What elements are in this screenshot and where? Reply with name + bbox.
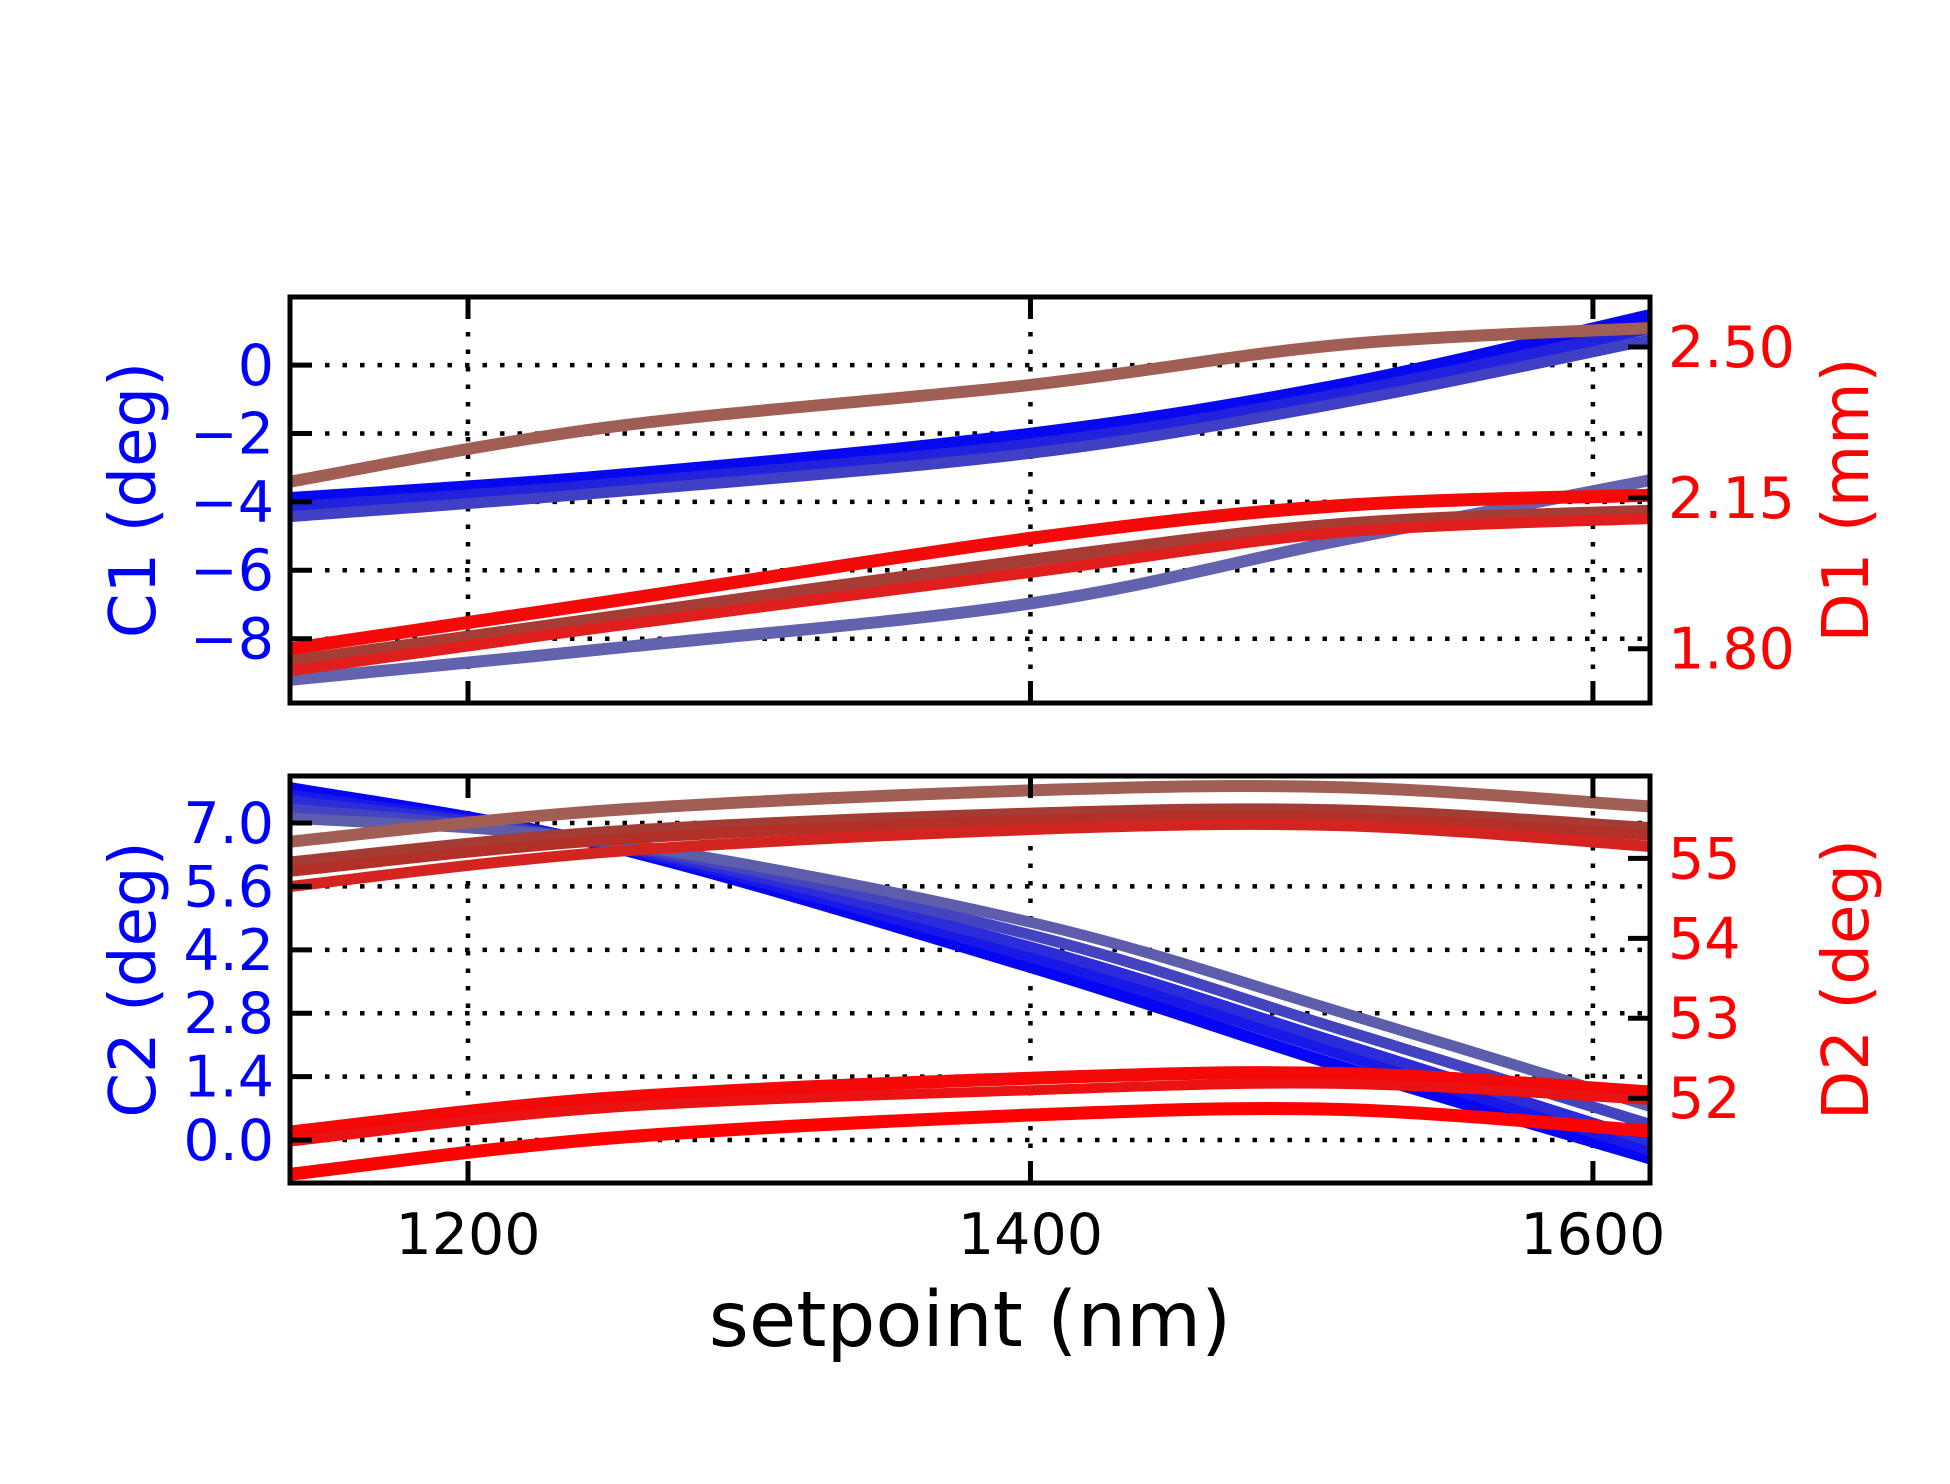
x-axis-title: setpoint (nm) — [709, 1276, 1231, 1365]
right-tick-label: 1.80 — [1668, 617, 1795, 683]
x-tick-label: 1600 — [1520, 1202, 1665, 1268]
left-axis-title: C2 (deg) — [97, 841, 171, 1117]
right-tick-label: 55 — [1668, 826, 1741, 892]
right-tick-label: 52 — [1668, 1066, 1741, 1132]
plot-top: 0−2−4−6−8 2.50 2.15 1.80 C1 (deg) D1 (mm) — [97, 294, 1884, 706]
left-tick-label: 7.0 — [183, 791, 274, 857]
left-tick-label: 0 — [238, 333, 274, 399]
x-tick-label: 1400 — [958, 1202, 1103, 1268]
curve-c1-blue-2 — [290, 322, 1650, 514]
left-tick-label: 0.0 — [183, 1108, 274, 1174]
curve-d2-red-low — [290, 1102, 1650, 1181]
left-tick-label: −8 — [190, 607, 274, 673]
plot-frame — [287, 773, 1653, 1186]
axis-ticks — [290, 297, 1650, 703]
series-group — [290, 309, 1650, 686]
plot-bottom: 7.05.64.22.81.40.0 55 54 53 52 1200 1400 1600 se… — [97, 773, 1884, 1365]
series-group — [290, 779, 1650, 1181]
curve-d2-red-upper — [290, 818, 1650, 892]
curve-d2-maroon-1 — [290, 803, 1650, 869]
right-axis-title: D1 (mm) — [1810, 358, 1884, 643]
curve-d2-red-mid-b — [290, 1078, 1650, 1147]
right-tick-label: 2.50 — [1668, 315, 1795, 381]
axis-ticks — [290, 776, 1650, 1183]
right-axis-title: D2 (deg) — [1810, 839, 1884, 1120]
curve-c2-blue-5 — [290, 812, 1650, 1112]
left-tick-label: 5.6 — [183, 854, 274, 920]
curve-c1-blue-3 — [290, 334, 1650, 523]
curve-d1-brown — [290, 322, 1650, 488]
curve-d2-red-mid-a — [290, 1066, 1650, 1139]
left-tick-label: 4.2 — [183, 918, 274, 984]
right-tick-label: 54 — [1668, 906, 1741, 972]
left-axis-title: C1 (deg) — [97, 362, 171, 638]
left-tick-label: 2.8 — [183, 981, 274, 1047]
curve-d1-red-2 — [290, 513, 1650, 677]
curve-d2-brown — [290, 779, 1650, 848]
curve-d1-red-1 — [290, 488, 1650, 656]
left-tick-label: −2 — [190, 401, 274, 467]
right-tick-label: 2.15 — [1668, 466, 1795, 532]
left-tick-label: 1.4 — [183, 1045, 274, 1111]
x-tick-label: 1200 — [395, 1202, 540, 1268]
left-tick-label: −6 — [190, 538, 274, 604]
curve-c1-blue-1 — [290, 309, 1650, 505]
left-tick-label: −4 — [190, 470, 274, 536]
curve-d1-maroon — [290, 504, 1650, 669]
curve-d2-maroon-2 — [290, 810, 1650, 877]
right-tick-label: 53 — [1668, 986, 1741, 1052]
